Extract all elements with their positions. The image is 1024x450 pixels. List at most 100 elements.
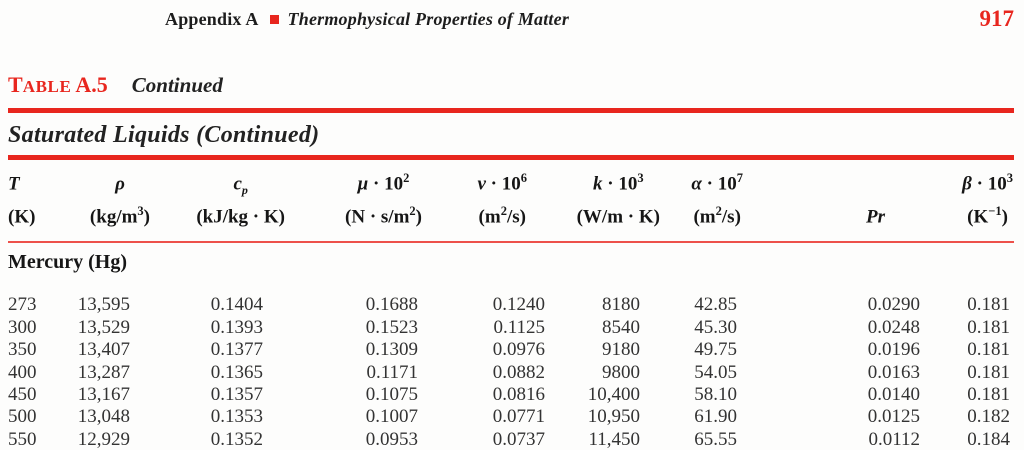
section-title: Saturated Liquids (Continued) (8, 122, 320, 148)
table-cell: 0.0248 (867, 316, 920, 338)
table-cell: 13,048 (77, 406, 130, 428)
table-cell: 0.0112 (868, 428, 920, 450)
table-cell: 0.1365 (210, 361, 263, 383)
table-header: T (K) ρ (kg/m3) cp (kJ/kg · K) μ · 102 (N · … (8, 160, 1014, 244)
table-cell: 42.85 (694, 294, 737, 316)
table-cell: 0.1404 (210, 294, 263, 316)
table-cell: 0.0771 (492, 406, 545, 428)
table-cell: 61.90 (694, 406, 737, 428)
table-cell: 0.1523 (365, 316, 418, 338)
table-cell: 0.0290 (867, 294, 920, 316)
table-cell: 49.75 (694, 339, 737, 361)
table-cell: 0.0737 (492, 428, 545, 450)
table-cell: 0.1353 (210, 406, 263, 428)
table-row: 450 13,167 0.1357 0.1075 0.0816 10,400 58.10 0.… (8, 384, 1014, 406)
table-label-smallcaps: ABLE (22, 77, 72, 96)
running-head-center: Appendix A Thermophysical Properties of … (165, 9, 569, 30)
table-label: TABLE A.5 (8, 72, 108, 97)
table-cell: 300 (8, 316, 37, 338)
table-cell: 10,400 (587, 384, 640, 406)
table-label-number: A.5 (75, 72, 108, 97)
col-header-expansion: β · 103 (K−1) (930, 160, 1014, 244)
square-bullet-icon (269, 14, 279, 24)
table-cell: 0.1352 (210, 428, 263, 450)
table-cell: 0.0125 (867, 406, 920, 428)
divider-rule-top (8, 108, 1014, 113)
col-header-density: ρ (kg/m3) (60, 160, 152, 244)
table-cell: 0.181 (967, 316, 1010, 338)
running-head: Appendix A Thermophysical Properties of … (8, 0, 1015, 31)
table-cell: 0.0882 (492, 361, 545, 383)
table-cell: 8540 (602, 316, 640, 338)
divider-rule-section (8, 155, 1014, 160)
table-cell: 9800 (602, 361, 640, 383)
table-cell: 65.55 (694, 428, 737, 450)
table-cell: 0.181 (967, 294, 1010, 316)
table-cell: 0.181 (967, 384, 1010, 406)
table-cell: 0.1171 (366, 361, 418, 383)
table-cell: 0.0163 (867, 361, 920, 383)
table-cell: 0.1688 (365, 294, 418, 316)
table-cell: 11,450 (588, 428, 640, 450)
table-cell: 0.1377 (210, 339, 263, 361)
group-header-label: Mercury (Hg) (8, 251, 128, 274)
table-row: 400 13,287 0.1365 0.1171 0.0882 9800 54.05 0.01… (8, 362, 1014, 384)
page-number: 917 (979, 6, 1015, 31)
table-row: 500 13,048 0.1353 0.1007 0.0771 10,950 61.90 0.… (8, 406, 1014, 428)
continued-label: Continued (131, 73, 223, 97)
table-row: 273 13,595 0.1404 0.1688 0.1240 8180 42.85 0.02… (8, 274, 1014, 316)
table-label-row: TABLE A.5 Continued (8, 72, 1014, 101)
table-row: 300 13,529 0.1393 0.1523 0.1125 8540 45.30 0.02… (8, 317, 1014, 339)
table-cell: 0.0953 (365, 428, 418, 450)
col-header-specific-heat: cp (kJ/kg · K) (152, 160, 290, 244)
col-header-conductivity: k · 103 (W/m · K) (570, 160, 670, 244)
table-cell: 13,595 (77, 294, 130, 316)
table-cell: 550 (8, 428, 37, 450)
properties-table: T (K) ρ (kg/m3) cp (kJ/kg · K) μ · 102 (N · … (8, 160, 1014, 450)
table-cell: 500 (8, 406, 37, 428)
table-cell: 0.1125 (493, 316, 545, 338)
col-header-viscosity: μ · 102 (N · s/m2) (290, 160, 425, 244)
col-header-kinematic-viscosity: ν · 106 (m2/s) (425, 160, 570, 244)
table-cell: 0.1007 (365, 406, 418, 428)
table-cell: 45.30 (694, 316, 737, 338)
table-cell: 9180 (602, 339, 640, 361)
table-cell: 8180 (602, 294, 640, 316)
table-label-initial: T (8, 72, 23, 97)
col-header-prandtl: Pr (760, 160, 930, 244)
group-header-row: Mercury (Hg) (8, 242, 1014, 274)
table-cell: 58.10 (694, 384, 737, 406)
table-row: 350 13,407 0.1377 0.1309 0.0976 9180 49.75 0.01… (8, 339, 1014, 361)
table-body: Mercury (Hg) 273 13,595 0.1404 0.1688 0.1240… (8, 242, 1014, 450)
table-cell: 0.181 (967, 361, 1010, 383)
table-cell: 0.0816 (492, 384, 545, 406)
table-cell: 350 (8, 339, 37, 361)
table-cell: 0.0196 (867, 339, 920, 361)
table-cell: 0.1240 (492, 294, 545, 316)
table-row: 550 12,929 0.1352 0.0953 0.0737 11,450 65.55 0.… (8, 429, 1014, 450)
book-title: Thermophysical Properties of Matter (287, 8, 570, 29)
table-cell: 273 (8, 294, 37, 316)
table-cell: 0.1393 (210, 316, 263, 338)
table-cell: 0.182 (967, 406, 1010, 428)
table-cell: 0.184 (967, 428, 1010, 450)
table-cell: 10,950 (587, 406, 640, 428)
table-cell: 13,287 (77, 361, 130, 383)
col-header-diffusivity: α · 107 (m2/s) (670, 160, 760, 244)
table-cell: 0.0140 (867, 384, 920, 406)
table-cell: 0.1309 (365, 339, 418, 361)
appendix-label: Appendix A (165, 8, 259, 29)
table-cell: 450 (8, 384, 37, 406)
table-cell: 12,929 (77, 428, 130, 450)
table-cell: 54.05 (694, 361, 737, 383)
col-header-temperature: T (K) (8, 160, 60, 244)
table-cell: 0.1075 (365, 384, 418, 406)
table-cell: 13,407 (77, 339, 130, 361)
header-row: T (K) ρ (kg/m3) cp (kJ/kg · K) μ · 102 (N · … (8, 160, 1014, 244)
table-cell: 0.0976 (492, 339, 545, 361)
table-cell: 13,167 (77, 384, 130, 406)
table-cell: 13,529 (77, 316, 130, 338)
table-cell: 0.181 (967, 339, 1010, 361)
table-cell: 0.1357 (210, 384, 263, 406)
